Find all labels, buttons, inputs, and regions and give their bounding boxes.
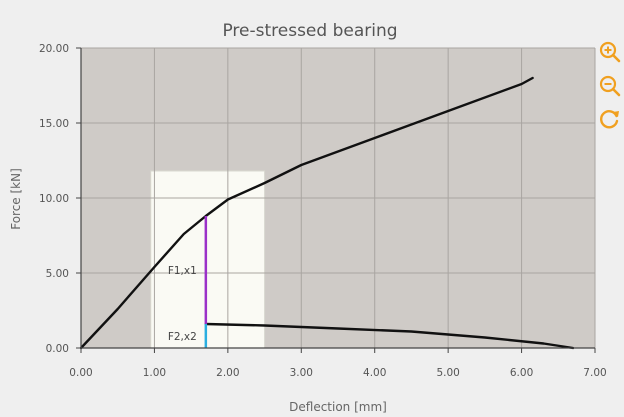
reset-icon [600, 110, 619, 129]
x-tick-label: 2.00 [216, 367, 239, 379]
y-tick-label: 5.00 [46, 268, 69, 280]
x-tick-label: 6.00 [510, 367, 533, 379]
marker-layer: F1,x1 F2,x2 [168, 216, 208, 348]
y-tick-label: 20.00 [39, 43, 69, 55]
marker-label-1: F1,x1 [168, 265, 197, 277]
y-tick-label: 15.00 [39, 118, 69, 130]
zoom-out-icon [599, 75, 621, 97]
x-tick-label: 5.00 [436, 367, 459, 379]
x-tick-label: 7.00 [583, 367, 606, 379]
x-tick-label: 4.00 [363, 367, 386, 379]
zoom-in-button[interactable] [598, 40, 622, 64]
series-layer [79, 76, 575, 350]
series-line-1 [79, 76, 534, 350]
marker-label-2: F2,x2 [168, 331, 197, 343]
chart-title: Pre-stressed bearing [222, 21, 397, 41]
x-tick-label: 0.00 [69, 367, 92, 379]
y-tick-label: 10.00 [39, 193, 69, 205]
y-tick-label: 0.00 [46, 343, 69, 355]
zoom-in-icon [599, 41, 621, 63]
series-line-2 [204, 322, 575, 350]
y-axis-label: Force [kN] [9, 168, 23, 230]
x-tick-label: 1.00 [143, 367, 166, 379]
axes-layer: 0.00 1.00 2.00 3.00 4.00 5.00 6.00 7.00 0.00 5.00… [39, 43, 607, 379]
x-tick-label: 3.00 [290, 367, 313, 379]
reset-button[interactable] [598, 107, 622, 131]
x-axis-label: Deflection [mm] [289, 400, 387, 414]
zoom-out-button[interactable] [598, 74, 622, 98]
